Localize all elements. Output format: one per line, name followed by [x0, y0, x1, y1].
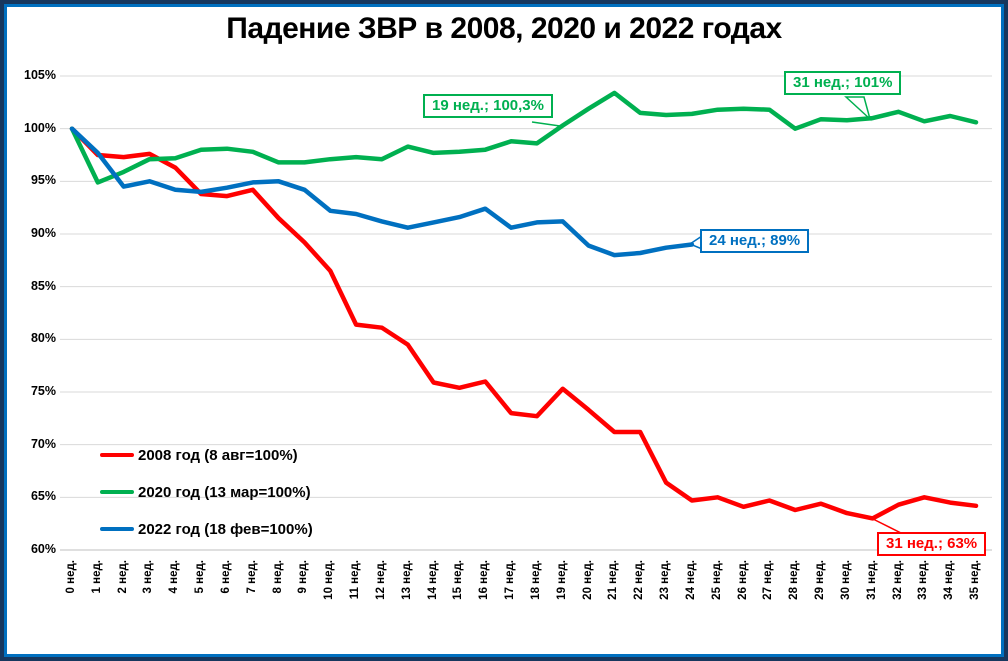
y-tick-label: 100%	[24, 120, 56, 135]
x-tick-label: 20 нед.	[581, 560, 594, 600]
x-tick-label: 13 нед.	[400, 560, 413, 600]
data-label-callout: 19 нед.; 100,3%	[423, 94, 553, 118]
data-label-callout: 31 нед.; 63%	[877, 532, 987, 556]
x-tick-label: 22 нед.	[633, 560, 646, 600]
series-line-2	[69, 126, 695, 258]
y-tick-label: 105%	[24, 68, 56, 82]
x-tick-label: 1 нед.	[90, 560, 103, 594]
x-tick-label: 19 нед.	[555, 560, 568, 600]
legend-label: 2022 год (18 фев=100%)	[138, 520, 313, 538]
x-tick-label: 7 нед.	[245, 560, 258, 594]
series-line-1	[69, 90, 979, 185]
data-label-callout: 31 нед.; 101%	[784, 71, 902, 95]
x-tick-label: 21 нед.	[607, 560, 620, 600]
y-tick-label: 85%	[30, 278, 56, 293]
x-tick-label: 30 нед.	[839, 560, 852, 600]
legend-label: 2020 год (13 мар=100%)	[138, 483, 311, 501]
callout-pointer-wedge	[844, 96, 872, 122]
x-tick-label: 26 нед.	[736, 560, 749, 600]
y-tick-label: 80%	[30, 331, 56, 346]
x-tick-label: 8 нед.	[271, 560, 284, 594]
x-tick-label: 16 нед.	[478, 560, 491, 600]
y-tick-label: 60%	[30, 542, 56, 556]
x-tick-label: 15 нед.	[452, 560, 465, 600]
legend-line-swatch	[100, 527, 134, 531]
legend-line-swatch	[100, 453, 134, 457]
x-tick-label: 10 нед.	[323, 560, 336, 600]
x-tick-label: 4 нед.	[168, 560, 181, 594]
data-label-callout: 24 нед.; 89%	[700, 229, 810, 253]
x-tick-label: 25 нед.	[710, 560, 723, 600]
y-tick-label: 70%	[30, 436, 56, 451]
x-tick-label: 3 нед.	[142, 560, 155, 594]
x-tick-label: 29 нед.	[814, 560, 827, 600]
x-tick-label: 9 нед.	[297, 560, 310, 594]
x-tick-label: 5 нед.	[194, 560, 207, 594]
callout-leader-line	[531, 121, 561, 127]
y-tick-label: 75%	[30, 384, 56, 398]
x-tick-label: 31 нед.	[865, 560, 878, 600]
x-tick-label: 11 нед.	[349, 560, 362, 600]
x-tick-label: 17 нед.	[504, 560, 517, 600]
x-tick-label: 14 нед.	[426, 560, 439, 600]
chart-title: Падение ЗВР в 2008, 2020 и 2022 годах	[226, 12, 782, 45]
x-tick-label: 34 нед.	[943, 560, 956, 600]
legend-line-swatch	[100, 490, 134, 494]
y-tick-label: 95%	[30, 173, 56, 188]
x-tick-label: 12 нед.	[374, 560, 387, 600]
series-line-0	[69, 126, 979, 521]
legend-item-2: 2022 год (18 фев=100%)	[100, 520, 313, 538]
x-tick-label: 23 нед.	[659, 560, 672, 600]
x-tick-label: 0 нед.	[65, 560, 77, 594]
x-tick-label: 24 нед.	[684, 560, 697, 600]
x-tick-label: 18 нед.	[529, 560, 542, 600]
x-tick-label: 32 нед.	[891, 560, 904, 600]
legend-label: 2008 год (8 авг=100%)	[138, 446, 298, 464]
x-tick-label: 33 нед.	[917, 560, 930, 600]
y-tick-label: 90%	[30, 226, 56, 240]
legend-item-1: 2020 год (13 мар=100%)	[100, 483, 311, 501]
x-tick-label: 6 нед.	[219, 560, 232, 594]
x-tick-label: 2 нед.	[116, 560, 129, 594]
y-tick-label: 65%	[30, 489, 56, 504]
x-tick-label: 35 нед.	[969, 560, 981, 600]
legend-item-0: 2008 год (8 авг=100%)	[100, 446, 298, 464]
x-tick-label: 27 нед.	[762, 560, 775, 600]
x-tick-label: 28 нед.	[788, 560, 801, 600]
